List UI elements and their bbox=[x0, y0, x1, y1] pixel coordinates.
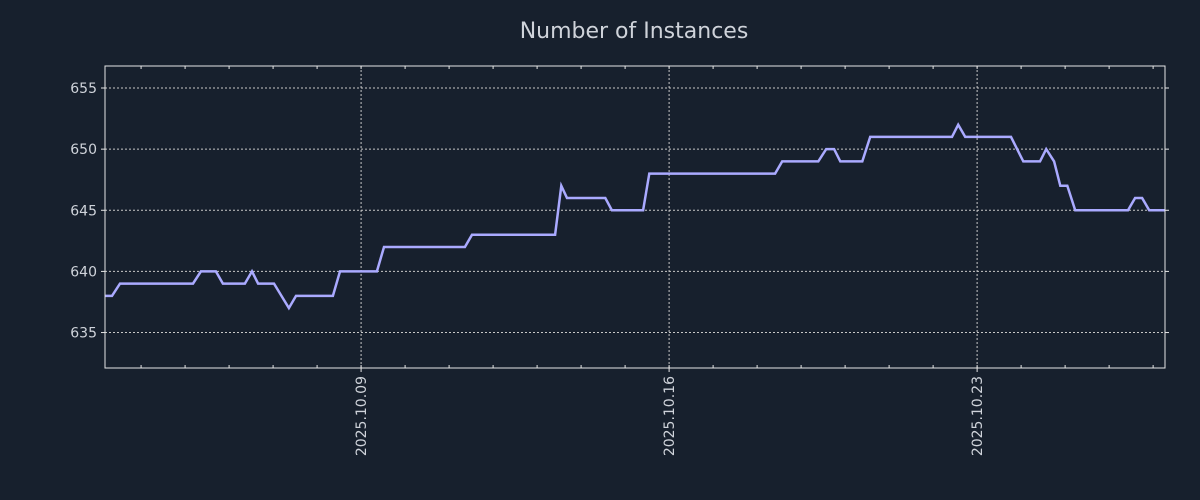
x-axis: 2025.10.09 2025.10.16 2025.10.23 bbox=[140, 66, 1154, 456]
series-line-instances bbox=[105, 122, 1165, 311]
y-tick-label: 655 bbox=[70, 81, 97, 97]
y-tick-label: 645 bbox=[70, 203, 97, 219]
x-tick-label: 2025.10.16 bbox=[662, 376, 678, 456]
y-tick-label: 635 bbox=[70, 326, 97, 342]
x-tick-label: 2025.10.23 bbox=[970, 376, 986, 456]
chart-title: Number of Instances bbox=[520, 19, 749, 44]
plot-frame bbox=[104, 65, 1166, 369]
y-axis: 635 640 645 650 655 bbox=[70, 81, 1169, 342]
series-layer bbox=[105, 122, 1165, 311]
y-tick-label: 650 bbox=[70, 142, 97, 158]
grid bbox=[105, 66, 1165, 368]
y-tick-label: 640 bbox=[70, 264, 97, 280]
x-tick-label: 2025.10.09 bbox=[354, 376, 370, 456]
